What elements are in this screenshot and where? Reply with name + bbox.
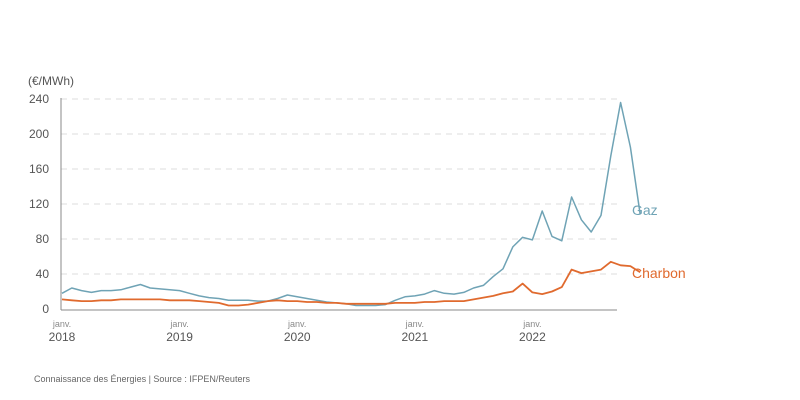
source-footer: Connaissance des Énergies | Source : IFP…: [34, 374, 250, 384]
x-tick-month-label: janv.: [287, 319, 306, 329]
series-line-charbon: [61, 260, 641, 307]
x-tick-year-label: 2020: [284, 330, 311, 344]
x-tick-year-label: 2018: [49, 330, 76, 344]
legend-label-charbon: Charbon: [632, 265, 686, 281]
y-tick-label: 160: [29, 162, 49, 176]
series-lines: [61, 101, 641, 307]
x-axis-ticks: janv.2018janv.2019janv.2020janv.2021janv…: [49, 319, 546, 344]
x-tick-year-label: 2019: [166, 330, 193, 344]
y-tick-label: 240: [29, 92, 49, 106]
x-tick-month-label: janv.: [169, 319, 188, 329]
legend: Gaz Charbon: [632, 202, 686, 281]
x-tick-month-label: janv.: [522, 319, 541, 329]
x-tick-year-label: 2022: [519, 330, 546, 344]
x-tick-month-label: janv.: [405, 319, 424, 329]
y-tick-label: 80: [36, 232, 50, 246]
y-tick-label: 120: [29, 197, 49, 211]
y-tick-label: 0: [42, 302, 49, 316]
y-axis-ticks: 0 40 80 120 160 200 240: [29, 92, 49, 316]
legend-label-gaz: Gaz: [632, 202, 658, 218]
y-tick-label: 200: [29, 127, 49, 141]
x-tick-year-label: 2021: [401, 330, 428, 344]
y-axis-unit-label: (€/MWh): [28, 74, 74, 88]
x-tick-month-label: janv.: [52, 319, 71, 329]
y-tick-label: 40: [36, 267, 50, 281]
gridlines: [61, 98, 617, 275]
